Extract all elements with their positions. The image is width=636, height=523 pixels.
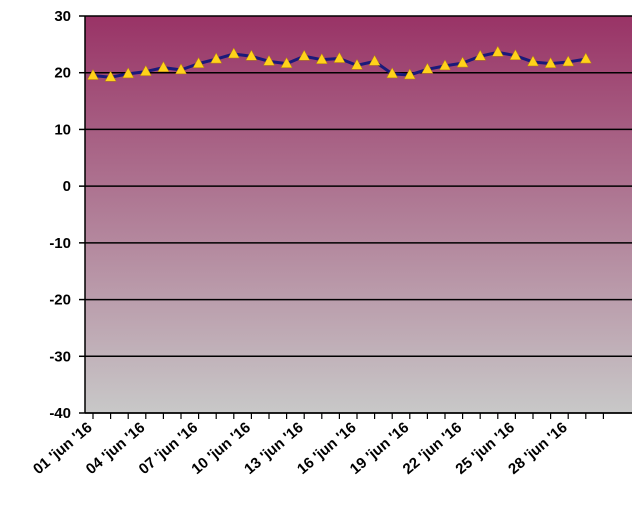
data-point bbox=[351, 58, 363, 70]
y-tick-label: 0 bbox=[63, 178, 71, 195]
series-group bbox=[87, 45, 592, 82]
data-point bbox=[315, 53, 328, 64]
y-tick-label: -20 bbox=[49, 292, 71, 309]
data-point bbox=[491, 45, 504, 57]
data-point bbox=[439, 59, 451, 71]
data-point bbox=[562, 55, 575, 67]
data-point bbox=[403, 68, 416, 80]
data-point bbox=[122, 67, 135, 79]
y-tick-label: 10 bbox=[54, 121, 71, 138]
data-point bbox=[544, 57, 557, 68]
data-point bbox=[245, 49, 258, 61]
data-point bbox=[192, 57, 205, 68]
data-point bbox=[87, 69, 99, 80]
data-point bbox=[333, 52, 346, 63]
data-point bbox=[421, 62, 434, 74]
data-point bbox=[368, 54, 381, 66]
data-point bbox=[386, 67, 399, 79]
y-tick-label: -40 bbox=[49, 405, 71, 422]
data-point bbox=[579, 52, 592, 64]
data-point bbox=[139, 65, 152, 76]
y-tick-label: 20 bbox=[54, 65, 71, 82]
data-point bbox=[210, 52, 223, 64]
data-point bbox=[104, 70, 117, 82]
data-point bbox=[227, 47, 240, 59]
data-point bbox=[280, 57, 293, 68]
data-point bbox=[456, 56, 469, 68]
y-tick-label: -10 bbox=[49, 235, 71, 252]
data-point bbox=[509, 49, 522, 60]
data-point bbox=[175, 63, 187, 75]
y-tick-label: -30 bbox=[49, 348, 71, 365]
data-point bbox=[298, 49, 311, 61]
data-point bbox=[263, 54, 275, 66]
data-point bbox=[527, 55, 539, 67]
y-tick-label: 30 bbox=[54, 8, 71, 25]
data-point bbox=[474, 49, 487, 61]
y-axis: 30 20 10 0 -10 -20 -30 -40 bbox=[49, 8, 86, 422]
data-point bbox=[157, 61, 170, 72]
x-tick-label: 28 'jun '16 bbox=[505, 419, 571, 478]
plot-area-background bbox=[85, 16, 632, 413]
